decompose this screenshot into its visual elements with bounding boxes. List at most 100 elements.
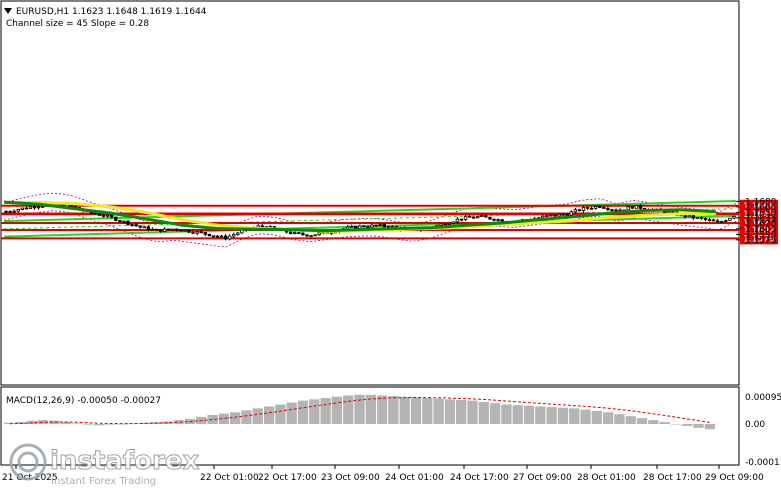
candle-body	[488, 216, 492, 220]
candle-body	[223, 235, 228, 240]
candle-body	[589, 207, 594, 210]
candle-body	[451, 221, 456, 224]
macd-bar	[320, 398, 331, 424]
macd-bar	[422, 398, 433, 424]
candle-body	[569, 211, 573, 216]
macd-bar	[602, 412, 614, 424]
candle-body	[97, 213, 102, 216]
channel-mid-line	[3, 208, 737, 230]
price-tick-label: 1.1575	[745, 236, 777, 246]
macd-bar	[376, 395, 388, 424]
macd-bar	[275, 404, 286, 424]
macd-bar	[26, 420, 37, 424]
time-tick-label: 24 Oct 01:00	[385, 473, 444, 483]
candle-body	[191, 231, 195, 234]
candle-body	[260, 225, 264, 228]
candle-body	[20, 207, 24, 210]
level-price-label: 1.1668	[743, 202, 775, 212]
instaforex-logo-icon	[9, 443, 47, 481]
macd-bar	[625, 416, 636, 424]
candle-body	[634, 205, 639, 209]
candle-body	[370, 224, 374, 228]
macd-bar	[693, 424, 704, 428]
macd-bar	[478, 401, 489, 424]
macd-bar	[83, 424, 94, 425]
candle-body	[638, 205, 643, 209]
candle-body	[150, 228, 155, 231]
candle-body	[362, 225, 366, 228]
candle-body	[166, 228, 171, 231]
macd-bar	[501, 404, 512, 424]
candle-body	[455, 218, 460, 223]
candle-body	[443, 223, 447, 226]
candle-body	[606, 207, 610, 211]
main-chart-area[interactable]	[0, 0, 740, 386]
candle-body	[16, 209, 20, 212]
candle-body	[114, 216, 118, 221]
price-tick-label: 1.1635	[745, 214, 777, 224]
macd-bar	[535, 406, 546, 424]
macd-bar	[557, 407, 569, 424]
macd-bar	[704, 424, 715, 430]
candle-body	[236, 232, 240, 235]
macd-bar	[456, 399, 467, 424]
macd-bar	[354, 394, 365, 424]
candle-body	[545, 215, 549, 218]
macd-bar	[682, 424, 693, 426]
candle-body	[549, 214, 553, 217]
macd-bar	[117, 424, 128, 425]
macd-bar	[343, 395, 354, 424]
price-tick-label: 1.1590	[745, 230, 777, 240]
candle-body	[175, 228, 179, 231]
price-axis: 1.16801.16651.16501.16351.16201.16051.15…	[745, 197, 781, 468]
macd-bar	[512, 405, 523, 424]
macd-bar	[94, 424, 105, 426]
candle-body	[183, 229, 187, 232]
candle-body	[219, 235, 224, 238]
macd-bar	[105, 424, 117, 425]
candle-body	[492, 218, 496, 221]
macd-tick-label: 0.00095	[745, 393, 781, 403]
time-tick-label: 27 Oct 09:00	[513, 473, 572, 483]
trend-channel	[3, 200, 737, 238]
candle-body	[378, 224, 382, 226]
candle-body	[305, 234, 309, 237]
candlesticks	[4, 202, 736, 241]
candle-body	[716, 220, 720, 223]
time-tick-label: 24 Oct 17:00	[450, 473, 509, 483]
macd-bar	[241, 410, 252, 424]
candle-body	[158, 229, 163, 232]
candle-body	[106, 214, 110, 217]
level-price-tag	[740, 232, 778, 245]
macd-bar	[4, 422, 15, 424]
candle-body	[581, 207, 586, 211]
candle-body	[476, 216, 480, 219]
time-tick-label: 22 Oct 01:00	[200, 473, 259, 483]
watermark-tagline: Instant Forex Trading	[51, 476, 156, 487]
candle-body	[122, 220, 126, 223]
candle-body	[317, 232, 321, 236]
price-tick-label: 1.1650	[745, 208, 777, 218]
candle-body	[345, 226, 350, 230]
price-tick-label: 1.1680	[745, 197, 777, 207]
candle-body	[146, 226, 151, 231]
macd-bar	[252, 408, 263, 424]
candle-body	[138, 225, 142, 228]
candle-body	[207, 233, 212, 237]
candle-body	[101, 214, 106, 217]
level-price-label: 1.1579	[743, 234, 775, 244]
candle-body	[24, 207, 29, 210]
candle-body	[309, 235, 313, 238]
candle-body	[126, 220, 130, 225]
collapse-triangle-icon[interactable]	[4, 8, 12, 14]
candle-body	[541, 215, 545, 219]
candle-body	[553, 214, 557, 217]
candle-body	[695, 217, 700, 219]
candle-body	[463, 215, 468, 220]
candle-body	[179, 229, 183, 232]
candle-body	[313, 234, 317, 237]
candle-body	[687, 215, 691, 218]
macd-bar	[207, 414, 218, 424]
candle-body	[614, 209, 618, 212]
